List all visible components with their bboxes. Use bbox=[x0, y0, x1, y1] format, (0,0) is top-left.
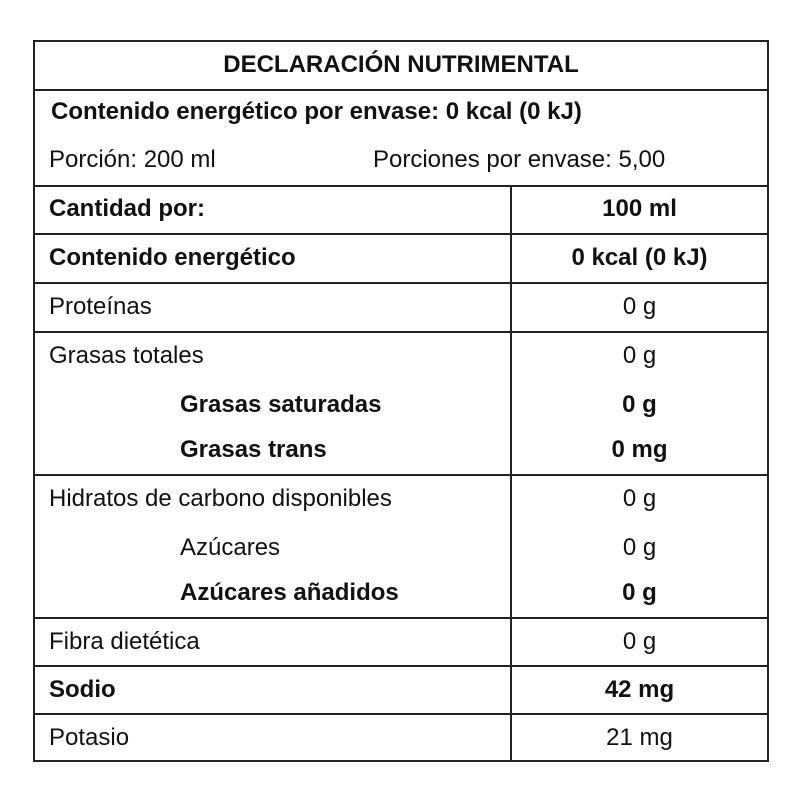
portion: Porción: 200 ml bbox=[49, 146, 216, 173]
row-label-potassium: Potasio bbox=[49, 724, 130, 751]
row-label-sodium: Sodio bbox=[49, 676, 116, 703]
row-label-energy: Contenido energético bbox=[49, 244, 296, 271]
row-value-fiber: 0 g bbox=[622, 628, 657, 655]
row-label-total-fat: Grasas totales bbox=[49, 342, 204, 369]
row-label-fiber: Fibra dietética bbox=[49, 628, 200, 655]
energy-per-package: Contenido energético por envase: 0 kcal … bbox=[51, 98, 582, 125]
divider bbox=[35, 282, 767, 284]
nutrition-table: DECLARACIÓN NUTRIMENTAL Contenido energé… bbox=[33, 40, 769, 762]
row-value-saturated-fat: 0 g bbox=[622, 391, 657, 418]
divider bbox=[35, 665, 767, 667]
divider bbox=[35, 713, 767, 715]
header-value: 100 ml bbox=[602, 195, 677, 222]
row-label-trans-fat: Grasas trans bbox=[180, 436, 327, 463]
row-value-sugars: 0 g bbox=[622, 534, 657, 561]
divider bbox=[35, 233, 767, 235]
portions-per-package: Porciones por envase: 5,00 bbox=[373, 146, 666, 173]
row-value-potassium: 21 mg bbox=[606, 724, 673, 751]
row-value-sodium: 42 mg bbox=[604, 676, 675, 703]
row-value-carbs: 0 g bbox=[622, 485, 657, 512]
divider bbox=[35, 185, 767, 187]
row-label-added-sugars: Azúcares añadidos bbox=[180, 579, 399, 606]
divider bbox=[35, 331, 767, 333]
row-value-total-fat: 0 g bbox=[622, 342, 657, 369]
table-title: DECLARACIÓN NUTRIMENTAL bbox=[223, 51, 579, 78]
header-label: Cantidad por: bbox=[49, 195, 205, 222]
row-label-carbs: Hidratos de carbono disponibles bbox=[49, 485, 392, 512]
column-divider bbox=[510, 185, 512, 760]
row-value-added-sugars: 0 g bbox=[622, 579, 657, 606]
row-value-proteins: 0 g bbox=[622, 293, 657, 320]
row-value-trans-fat: 0 mg bbox=[611, 436, 668, 463]
row-label-proteins: Proteínas bbox=[49, 293, 152, 320]
row-label-sugars: Azúcares bbox=[180, 534, 281, 561]
row-label-saturated-fat: Grasas saturadas bbox=[180, 391, 382, 418]
divider bbox=[35, 617, 767, 619]
row-value-energy: 0 kcal (0 kJ) bbox=[571, 244, 708, 271]
divider bbox=[35, 89, 767, 91]
divider bbox=[35, 474, 767, 476]
